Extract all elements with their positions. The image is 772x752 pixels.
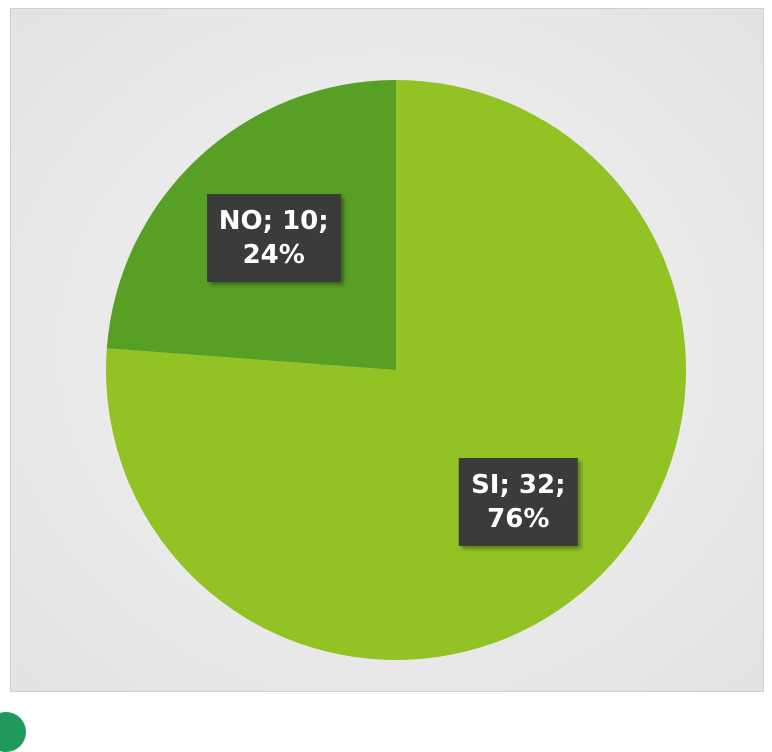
- data-label: NO; 10; 24%: [206, 194, 341, 283]
- page: (() => { const data = JSON.parse(documen…: [0, 8, 764, 752]
- data-label: SI; 32; 76%: [459, 457, 578, 546]
- chart: [105, 80, 686, 660]
